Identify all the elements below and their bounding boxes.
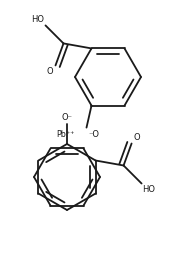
Text: O⁻: O⁻ — [61, 113, 72, 122]
Text: HO: HO — [143, 184, 156, 193]
Text: O: O — [47, 67, 54, 76]
Text: ⁻O: ⁻O — [89, 130, 100, 139]
Text: HO: HO — [32, 16, 44, 24]
Text: O: O — [134, 133, 140, 141]
Text: Pb⁺⁺: Pb⁺⁺ — [57, 130, 75, 139]
